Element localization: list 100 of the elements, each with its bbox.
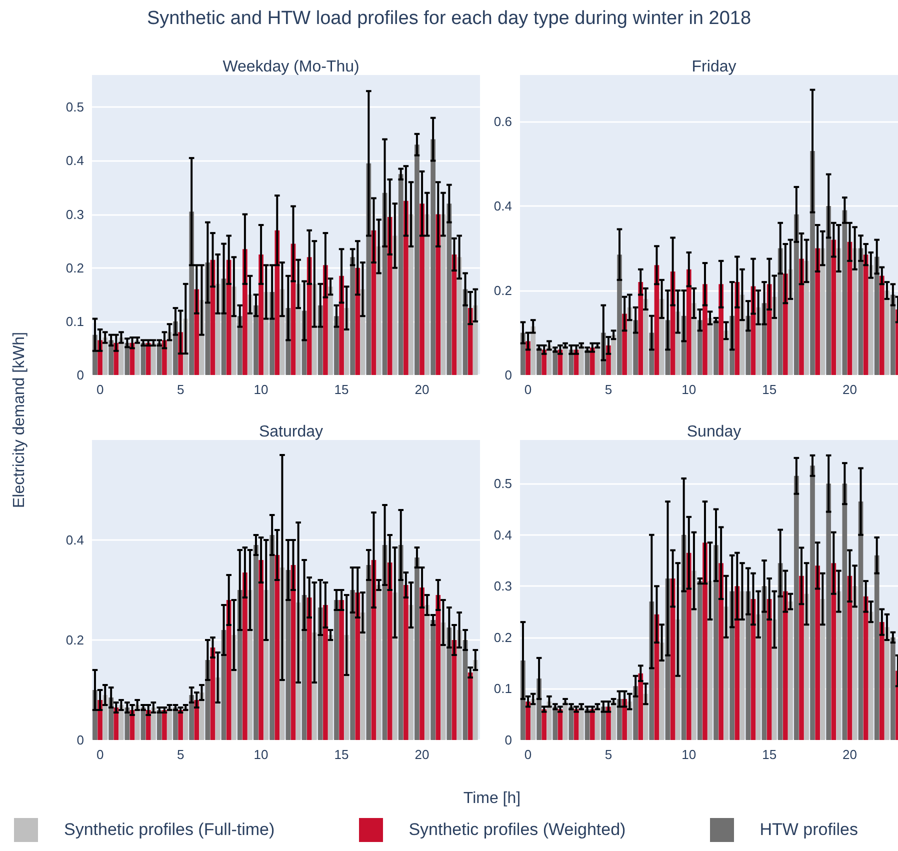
- bar: [339, 600, 344, 740]
- bar: [611, 702, 616, 740]
- bar: [290, 565, 296, 740]
- bar: [323, 605, 328, 740]
- bar: [836, 591, 842, 740]
- bar: [578, 345, 584, 375]
- bar: [237, 316, 242, 375]
- chart-title: Saturday: [258, 424, 324, 440]
- bar: [452, 640, 457, 740]
- y-tick-label: 0.2: [494, 282, 512, 298]
- legend-label: Synthetic profiles (Full-time): [64, 820, 275, 840]
- bar: [799, 576, 804, 740]
- bar: [328, 635, 333, 740]
- bar: [810, 466, 815, 740]
- bar: [686, 552, 692, 740]
- y-tick-label: 0: [76, 368, 84, 382]
- bar: [698, 581, 702, 740]
- bar: [831, 563, 836, 740]
- x-tick-label: 0: [524, 382, 532, 397]
- x-tick-label: 10: [254, 747, 268, 762]
- bar: [140, 708, 146, 740]
- x-tick-label: 5: [604, 747, 612, 762]
- y-tick-label: 0.2: [66, 260, 84, 276]
- bar: [638, 282, 644, 375]
- y-tick-label: 0.4: [66, 153, 84, 168]
- bar: [404, 585, 408, 740]
- bar: [334, 600, 339, 740]
- bar: [852, 586, 858, 740]
- bar: [746, 591, 751, 740]
- text: Synthetic and HTW load profiles for each day type during winter in 2018: [146, 8, 752, 30]
- bar: [788, 602, 793, 740]
- bar: [595, 706, 600, 740]
- bar: [643, 298, 648, 375]
- bar: [436, 595, 441, 740]
- bar: [686, 269, 692, 375]
- bar: [430, 139, 436, 375]
- bar: [350, 257, 355, 375]
- bar: [874, 256, 880, 375]
- bar: [702, 542, 708, 740]
- y-tick-label: 0.2: [66, 632, 84, 648]
- x-tick-label: 15: [762, 747, 777, 762]
- bar: [847, 242, 852, 375]
- x-axis-title: Time [h]: [463, 790, 521, 808]
- bar: [826, 206, 832, 375]
- bar: [355, 268, 360, 375]
- bar: [536, 348, 542, 375]
- bar: [424, 214, 430, 375]
- legend-label: Synthetic profiles (Weighted): [408, 820, 626, 840]
- x-tick-label: 20: [414, 747, 430, 762]
- bar: [562, 702, 568, 740]
- bar: [242, 572, 248, 740]
- bar: [210, 648, 216, 740]
- bar: [863, 254, 868, 375]
- bar: [542, 709, 547, 740]
- x-tick-label: 10: [254, 382, 268, 397]
- bar: [355, 592, 360, 740]
- x-tick-label: 0: [96, 382, 104, 397]
- bar: [880, 276, 884, 375]
- y-tick-label: 0.1: [494, 681, 512, 696]
- bar: [778, 248, 783, 375]
- bar: [884, 627, 890, 740]
- bar: [831, 240, 836, 375]
- bar: [868, 612, 874, 740]
- bar: [526, 702, 530, 740]
- y-tick-label: 0: [76, 732, 84, 748]
- x-tick-label: 15: [334, 382, 349, 397]
- bar: [376, 585, 382, 740]
- bar: [424, 605, 430, 740]
- bar: [552, 350, 558, 375]
- bar: [698, 320, 702, 375]
- bar: [387, 562, 392, 740]
- x-tick-label: 15: [762, 382, 777, 397]
- x-tick-label: 10: [682, 747, 696, 762]
- bar: [146, 342, 151, 375]
- y-tick-label: 0.2: [494, 630, 512, 645]
- bar: [414, 144, 420, 375]
- bar: [436, 214, 441, 375]
- x-tick-label: 15: [334, 747, 349, 762]
- chart-title: Friday: [692, 58, 736, 76]
- y-tick-label: 0.4: [66, 532, 84, 548]
- bar: [718, 563, 724, 740]
- bar: [815, 566, 820, 740]
- bar: [804, 260, 809, 375]
- bar: [714, 545, 718, 740]
- bar: [820, 598, 826, 740]
- bar: [462, 640, 468, 740]
- bar: [880, 622, 884, 740]
- bar: [633, 686, 638, 740]
- bar: [258, 560, 264, 740]
- bar: [408, 214, 414, 375]
- x-tick-label: 20: [842, 382, 857, 397]
- bar: [692, 570, 696, 740]
- bar: [530, 326, 536, 375]
- x-tick-label: 5: [604, 382, 612, 397]
- bar: [398, 545, 404, 740]
- y-tick-label: 0: [504, 732, 512, 748]
- bar: [270, 535, 274, 740]
- y-tick-label: 0.6: [494, 114, 512, 129]
- bar: [274, 555, 280, 740]
- bar: [328, 286, 333, 375]
